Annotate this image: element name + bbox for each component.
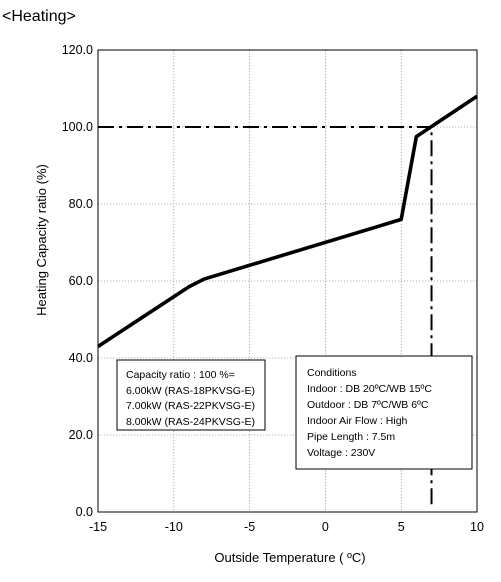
capacity-box-line: 6.00kW (RAS-18PKVSG-E) <box>126 385 255 397</box>
capacity-box: Capacity ratio : 100 %= 6.00kW (RAS-18PK… <box>116 359 266 431</box>
x-tick-label: 5 <box>398 520 405 534</box>
conditions-box-line: Indoor Air Flow : High <box>307 415 408 427</box>
x-tick-label: -10 <box>165 520 183 534</box>
y-tick-label: 120.0 <box>62 43 93 57</box>
tick-labels: -15 -10 -5 0 5 100.020.040.060.080.0100.0120.… <box>62 43 484 534</box>
conditions-box-line: Voltage : 230V <box>307 447 375 459</box>
x-tick-label: -5 <box>244 520 255 534</box>
conditions-box-line: Conditions <box>307 367 357 379</box>
y-tick-label: 0.0 <box>76 505 93 519</box>
plot-frame <box>97 49 478 513</box>
conditions-box: Conditions Indoor : DB 20ºC/WB 15ºC Outd… <box>295 355 473 470</box>
chart-title: <Heating> <box>2 8 76 25</box>
x-axis-label: Outside Temperature ( ºC) <box>214 550 365 565</box>
capacity-box-line: 7.00kW (RAS-22PKVSG-E) <box>126 400 255 412</box>
y-tick-label: 40.0 <box>69 351 93 365</box>
capacity-box-frame <box>116 359 266 431</box>
conditions-box-line: Pipe Length : 7.5m <box>307 431 395 443</box>
series-layer <box>97 94 478 348</box>
capacity-box-line: 8.00kW (RAS-24PKVSG-E) <box>126 416 255 428</box>
conditions-box-frame <box>295 355 473 470</box>
conditions-box-line: Outdoor : DB 7ºC/WB 6ºC <box>307 399 429 411</box>
x-tick-label: 10 <box>470 520 484 534</box>
y-tick-label: 60.0 <box>69 274 93 288</box>
y-tick-label: 80.0 <box>69 197 93 211</box>
x-tick-label: 0 <box>322 520 329 534</box>
series-line <box>97 94 478 348</box>
conditions-box-line: Indoor : DB 20ºC/WB 15ºC <box>307 383 432 395</box>
y-axis-label: Heating Capacity ratio (%) <box>34 164 49 316</box>
y-tick-label: 20.0 <box>69 428 93 442</box>
capacity-box-line: Capacity ratio : 100 %= <box>126 369 235 381</box>
y-tick-label: 100.0 <box>62 120 93 134</box>
x-tick-label: -15 <box>89 520 107 534</box>
